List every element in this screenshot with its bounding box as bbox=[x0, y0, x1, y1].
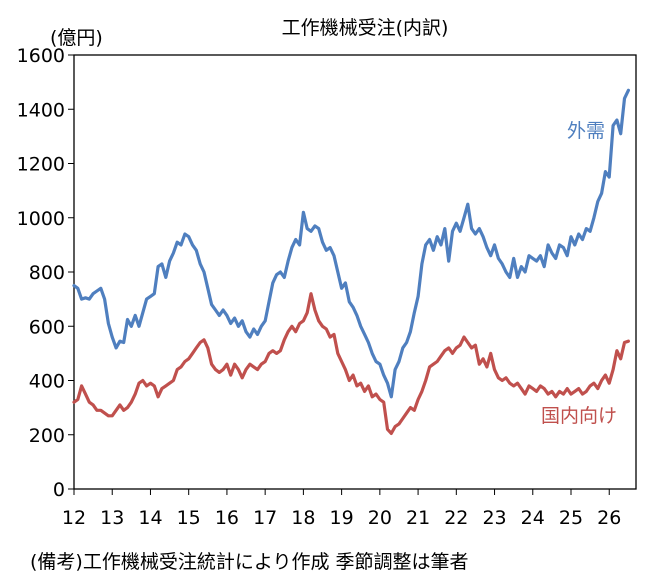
footnote: (備考)工作機械受注統計により作成 季節調整は筆者 bbox=[30, 551, 469, 573]
x-axis: 12 13 14 15 16 17 18 19 20 21 22 23 24 25 26 bbox=[62, 489, 621, 529]
y-tick-label: 200 bbox=[29, 425, 65, 447]
x-tick-label: 13 bbox=[100, 507, 124, 529]
x-tick-label: 20 bbox=[368, 507, 392, 529]
chart-title: 工作機械受注(内訳) bbox=[282, 17, 449, 39]
x-tick-label: 26 bbox=[597, 507, 621, 529]
y-tick-label: 600 bbox=[29, 316, 65, 338]
x-tick-label: 17 bbox=[253, 507, 277, 529]
y-tick-label: 1000 bbox=[17, 208, 65, 230]
series-line-domestic bbox=[72, 292, 630, 435]
x-tick-label: 25 bbox=[559, 507, 583, 529]
x-tick-label: 12 bbox=[62, 507, 86, 529]
y-tick-label: 1600 bbox=[17, 45, 65, 67]
y-tick-label: 0 bbox=[53, 479, 65, 501]
x-tick-label: 24 bbox=[521, 507, 545, 529]
x-tick-label: 18 bbox=[291, 507, 315, 529]
series-label-overseas: 外需 bbox=[567, 120, 605, 142]
series-lines bbox=[72, 88, 630, 435]
series-label-domestic: 国内向け bbox=[541, 405, 617, 427]
y-axis: 0 200 400 600 800 1000 1200 1400 1600 bbox=[17, 45, 74, 501]
x-tick-label: 23 bbox=[482, 507, 506, 529]
x-tick-label: 16 bbox=[215, 507, 239, 529]
x-tick-label: 15 bbox=[177, 507, 201, 529]
y-tick-label: 1400 bbox=[17, 99, 65, 121]
x-tick-label: 14 bbox=[138, 507, 162, 529]
y-tick-label: 800 bbox=[29, 262, 65, 284]
x-tick-label: 19 bbox=[330, 507, 354, 529]
x-tick-label: 22 bbox=[444, 507, 468, 529]
y-tick-label: 400 bbox=[29, 371, 65, 393]
y-axis-unit: (億円) bbox=[50, 27, 103, 49]
series-line-overseas bbox=[72, 88, 630, 399]
y-tick-label: 1200 bbox=[17, 154, 65, 176]
x-tick-label: 21 bbox=[406, 507, 430, 529]
